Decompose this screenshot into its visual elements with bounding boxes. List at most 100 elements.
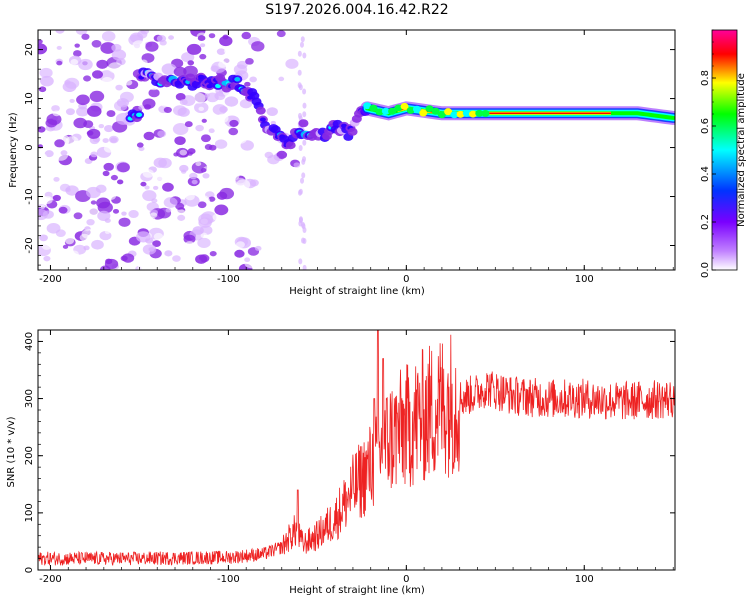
spectrogram-noise-blob <box>192 250 201 257</box>
spectrogram-noise-blob <box>249 76 257 83</box>
spectrogram-noise-blob <box>276 150 288 159</box>
spectrogram-ytick-label: 0 <box>24 144 35 150</box>
spectrogram-noise-blob <box>73 50 82 57</box>
spectrogram-noise-blob <box>83 120 94 129</box>
spectrogram-noise-blob <box>216 191 228 200</box>
spectrogram-noise-blob <box>187 60 195 66</box>
spectrogram-noise-blob <box>101 76 113 86</box>
spectrogram-xtick-label: -100 <box>217 274 240 285</box>
spectrogram-noise-blob <box>302 227 307 234</box>
snr-xtick-label: 100 <box>575 574 594 585</box>
spectrogram-noise-blob <box>44 150 54 158</box>
spectrogram-noise-blob <box>86 218 95 226</box>
spectrogram-noise-blob <box>110 174 118 181</box>
snr-ytick-label: 400 <box>24 332 35 351</box>
spectrogram-noise-blob <box>148 88 160 98</box>
spectrogram-noise-blob <box>40 75 54 87</box>
spectrogram-noise-blob <box>90 151 98 158</box>
spectrogram-noise-blob <box>65 108 75 116</box>
spectrogram-noise-blob <box>299 41 304 48</box>
spectrogram-noise-blob <box>83 75 92 82</box>
spectrogram-noise-blob <box>153 157 167 168</box>
spectrogram-noise-blob <box>58 206 68 214</box>
spectrogram-noise-blob <box>76 106 89 117</box>
spectrogram-noise-blob <box>302 139 307 146</box>
spectrogram-noise-blob <box>255 237 267 247</box>
spectrogram-xtick-label: -200 <box>39 274 62 285</box>
spectrogram-noise-blob <box>159 39 167 46</box>
spectrogram-noise-blob <box>165 208 172 213</box>
spectrogram-noise-blob <box>52 110 61 117</box>
spectrogram-noise-blob <box>143 104 152 110</box>
spectrogram-noise-blob <box>219 106 228 113</box>
spectrogram-noise-blob <box>233 64 248 75</box>
spectrogram-noise-blob <box>195 161 202 167</box>
spectrogram-noise-blob <box>152 240 161 247</box>
spectrogram-noise-blob <box>189 172 198 180</box>
spectrogram-band-bead <box>419 109 428 117</box>
spectrogram-noise-blob <box>197 201 207 209</box>
spectrogram-noise-blob <box>52 194 61 202</box>
spectrogram-noise-blob <box>122 253 135 263</box>
spectrogram-band-bead <box>369 104 378 112</box>
spectrogram-noise-blob <box>68 42 76 49</box>
spectrogram-noise-blob <box>254 245 262 251</box>
spectrogram-noise-blob <box>96 197 111 209</box>
spectrogram-noise-blob <box>88 144 95 150</box>
spectrogram-noise-blob <box>199 53 207 60</box>
spectrogram-band-bead <box>450 111 459 119</box>
spectrogram-noise-blob <box>216 48 226 55</box>
spectrogram-noise-blob <box>113 100 128 112</box>
spectrogram-noise-blob <box>107 220 119 230</box>
spectrogram-noise-blob <box>234 134 247 144</box>
spectrogram-noise-blob <box>174 136 186 146</box>
spectrogram-noise-blob <box>119 91 134 103</box>
spectrogram-noise-blob <box>145 41 159 52</box>
spectrogram-noise-blob <box>195 124 204 132</box>
spectrogram-noise-blob <box>194 147 205 156</box>
spectrogram-noise-blob <box>59 261 71 270</box>
spectrogram-noise-blob <box>195 254 208 264</box>
spectrogram-band-bead <box>462 109 471 117</box>
spectrogram-noise-blob <box>81 33 90 40</box>
spectrogram-ridge-core <box>259 117 266 122</box>
spectrogram-noise-blob <box>197 237 211 249</box>
spectrogram-band-bead <box>400 102 409 110</box>
spectrogram-noise-blob <box>298 84 303 91</box>
spectrogram-noise-blob <box>106 110 116 117</box>
spectrogram-noise-blob <box>140 30 149 35</box>
spectrogram-noise-blob <box>213 121 228 133</box>
spectrogram-noise-blob <box>302 238 307 245</box>
spectrogram-noise-blob <box>111 49 127 61</box>
spectrogram-band-bead <box>425 105 434 113</box>
spectrogram-band-bead <box>388 107 397 115</box>
spectrogram-noise-blob <box>219 35 233 47</box>
spectrogram-noise-blob <box>200 134 211 143</box>
spectrogram-noise-blob <box>103 162 114 171</box>
spectrogram-xlabel: Height of straight line (km) <box>289 286 425 297</box>
spectrogram-noise-blob <box>192 226 204 235</box>
spectrogram-band-bead <box>412 105 421 113</box>
spectrogram-noise-blob <box>53 176 60 182</box>
spectrogram-noise-blob <box>82 54 89 60</box>
spectrogram-noise-blob <box>91 70 104 79</box>
spectrogram-ridge-blob <box>298 119 309 128</box>
spectrogram-noise-blob <box>276 30 286 38</box>
spectrogram-noise-blob <box>104 218 111 223</box>
spectrogram-noise-blob <box>166 173 177 182</box>
spectrogram-frame <box>37 29 676 271</box>
spectrogram-noise-blob <box>90 200 97 205</box>
spectrogram-noise-blob <box>42 210 54 219</box>
spectrogram-noise-blob <box>140 59 148 66</box>
spectrogram-ytick-label: -10 <box>24 188 35 204</box>
spectrogram-noise-blob <box>210 65 219 72</box>
spectrogram-ytick-label: 10 <box>24 92 35 105</box>
spectrogram-xtick-label: 100 <box>575 274 594 285</box>
spectrogram-noise-blob <box>269 50 283 61</box>
spectrogram-noise-blob <box>302 88 307 95</box>
spectrogram-noise-blob <box>122 30 129 34</box>
spectrogram-noise-blob <box>38 262 45 269</box>
